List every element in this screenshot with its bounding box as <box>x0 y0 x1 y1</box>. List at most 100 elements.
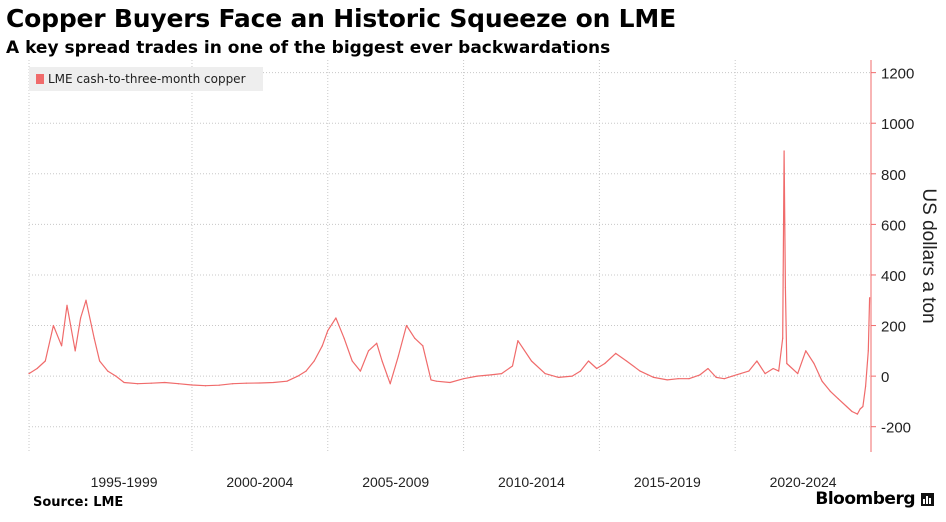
data-point <box>731 375 734 377</box>
data-point <box>715 376 717 378</box>
data-point <box>639 370 641 372</box>
data-point <box>517 340 519 342</box>
data-point <box>449 381 451 384</box>
y-tick-label: 1200 <box>881 66 914 83</box>
data-point <box>85 299 87 301</box>
data-point <box>476 375 478 377</box>
data-point <box>351 360 353 362</box>
legend-swatch <box>36 74 44 84</box>
data-point <box>604 362 606 365</box>
data-point <box>137 383 139 385</box>
data-point <box>232 383 234 385</box>
y-tick-label: 600 <box>881 217 906 234</box>
data-point <box>596 367 598 370</box>
data-point <box>851 410 853 413</box>
data-point <box>653 376 655 378</box>
data-point <box>688 378 690 380</box>
legend-label: LME cash-to-three-month copper <box>48 72 246 86</box>
data-point <box>107 370 109 372</box>
data-point <box>782 337 784 339</box>
data-point <box>490 374 492 376</box>
data-point <box>813 362 815 365</box>
data-point <box>558 376 560 378</box>
data-point <box>405 324 408 327</box>
data-point <box>218 384 220 386</box>
data-point <box>666 379 668 381</box>
data-point <box>191 384 193 386</box>
y-axis-title: US dollars a ton <box>918 188 939 323</box>
data-point <box>501 373 503 375</box>
data-point <box>80 317 82 319</box>
x-tick-label: 2010-2014 <box>498 474 565 490</box>
data-point <box>60 345 63 347</box>
data-point <box>677 378 679 380</box>
data-point <box>313 360 315 362</box>
y-tick-label: -200 <box>881 420 911 437</box>
data-point <box>123 381 125 384</box>
data-point <box>305 370 307 372</box>
data-point <box>389 383 391 385</box>
data-point <box>376 342 378 344</box>
data-point <box>845 405 848 408</box>
data-point <box>784 287 787 289</box>
data-point <box>707 367 709 370</box>
x-tick-label: 2020-2024 <box>770 474 837 490</box>
data-point <box>859 408 861 410</box>
data-point <box>66 304 68 306</box>
data-point <box>28 373 30 375</box>
y-tick-label: 1000 <box>881 116 914 133</box>
y-tick-label: 800 <box>881 167 906 184</box>
data-point <box>435 380 438 382</box>
data-point <box>414 337 416 339</box>
data-point <box>772 367 774 370</box>
brand-logo: Bloomberg <box>815 489 934 509</box>
data-point <box>245 382 247 384</box>
data-point <box>259 382 261 384</box>
data-point <box>625 360 628 362</box>
data-point <box>74 350 76 352</box>
data-point <box>862 405 864 408</box>
data-point <box>805 350 807 352</box>
data-point <box>699 374 701 376</box>
data-point <box>756 360 758 362</box>
data-point <box>36 367 38 370</box>
data-point <box>587 360 590 362</box>
data-point <box>723 378 725 380</box>
data-point <box>821 380 823 382</box>
series-line-0 <box>28 150 871 415</box>
x-tick-label: 2015-2019 <box>634 474 701 490</box>
data-point <box>321 345 323 347</box>
data-point <box>164 381 166 384</box>
data-point <box>462 378 465 380</box>
x-tick-label: 2000-2004 <box>226 474 293 490</box>
data-point <box>327 330 329 332</box>
data-point <box>422 345 424 347</box>
data-point <box>579 370 581 372</box>
data-point <box>93 337 95 339</box>
data-point <box>177 383 179 385</box>
data-point <box>786 362 788 365</box>
brand-name: Bloomberg <box>815 489 915 509</box>
chart-subtitle: A key spread trades in one of the bigges… <box>6 38 611 58</box>
data-point <box>869 297 871 299</box>
data-point <box>764 373 766 375</box>
data-point <box>530 360 533 362</box>
data-point <box>381 360 383 362</box>
y-tick-label: 200 <box>881 319 906 336</box>
data-point <box>788 365 791 367</box>
data-point <box>544 373 546 375</box>
x-tick-label: 2005-2009 <box>362 474 429 490</box>
data-point <box>44 360 46 362</box>
data-point <box>430 379 432 381</box>
data-point <box>335 317 337 319</box>
data-point <box>778 370 780 372</box>
y-tick-label: 0 <box>881 369 889 386</box>
data-point <box>837 398 840 400</box>
data-point <box>272 381 275 384</box>
data-point <box>52 324 55 327</box>
data-point <box>571 375 573 377</box>
data-point <box>797 373 799 375</box>
data-point <box>829 390 831 392</box>
data-point <box>740 373 742 375</box>
